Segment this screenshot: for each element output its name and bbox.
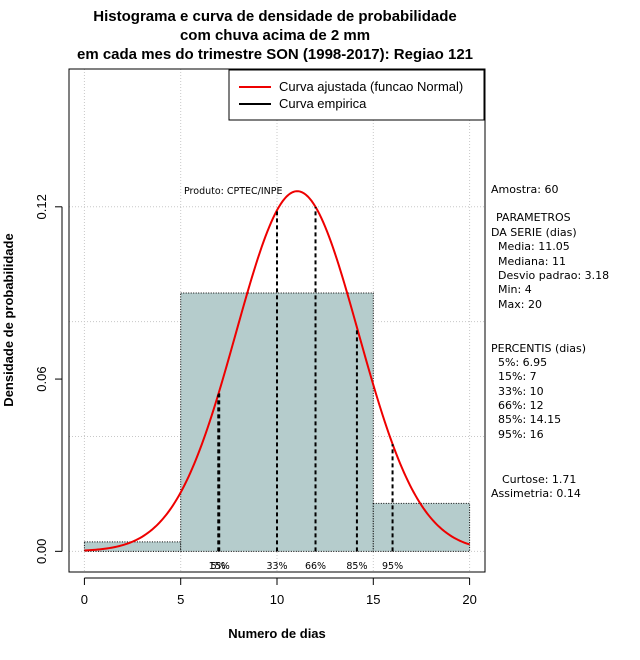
stat-desvio: Desvio padrao: 3.18 xyxy=(498,269,609,282)
chart-title-line-2: com chuva acima de 2 mm xyxy=(180,27,370,44)
stat-amostra: Amostra: 60 xyxy=(491,183,558,196)
x-axis-title: Numero de dias xyxy=(228,626,326,641)
y-axis-title: Densidade de probabilidade xyxy=(1,233,16,406)
stat-mediana: Mediana: 11 xyxy=(498,255,566,268)
legend: Curva ajustada (funcao Normal) Curva emp… xyxy=(228,69,485,121)
normal-curve xyxy=(84,190,470,552)
chart-title-line-1: Histograma e curva de densidade de proba… xyxy=(93,8,456,25)
y-tick-label-0: 0.00 xyxy=(34,539,49,564)
stat-p85: 85%: 14.15 xyxy=(498,413,561,426)
percentile-label-2: 33% xyxy=(266,561,287,572)
stat-p15: 15%: 7 xyxy=(498,370,537,383)
x-tick-label-4: 20 xyxy=(462,592,476,607)
stat-min: Min: 4 xyxy=(498,283,532,296)
stat-p5: 5%: 6.95 xyxy=(498,356,547,369)
stat-media: Media: 11.05 xyxy=(498,240,570,253)
percentile-lines: 5%15% 33% 66% 85% 95% xyxy=(209,206,403,572)
percentile-label-4: 85% xyxy=(346,561,367,572)
stat-p66: 66%: 12 xyxy=(498,399,544,412)
stat-assimetria: Assimetria: 0.14 xyxy=(491,487,581,500)
normal-curve-line xyxy=(84,190,470,552)
legend-label-empirical: Curva empirica xyxy=(279,96,367,111)
percentile-label-1: 15% xyxy=(209,561,230,572)
chart-title-line-3: em cada mes do trimestre SON (1998-2017)… xyxy=(77,46,473,63)
legend-label-normal: Curva ajustada (funcao Normal) xyxy=(279,79,463,94)
x-tick-label-1: 5 xyxy=(177,592,184,607)
stats-panel: Amostra: 60 PARAMETROS DA SERIE (dias) M… xyxy=(491,183,609,500)
stat-param-title-1: PARAMETROS xyxy=(496,211,571,224)
x-tick-label-2: 10 xyxy=(270,592,284,607)
stat-curtose: Curtose: 1.71 xyxy=(502,473,576,486)
axes: 0 5 10 15 20 0.00 0.06 0.12 xyxy=(34,194,477,607)
percentile-label-5: 95% xyxy=(382,561,403,572)
legend-box xyxy=(228,69,485,121)
percentile-label-3: 66% xyxy=(305,561,326,572)
stat-p33: 33%: 10 xyxy=(498,385,544,398)
y-tick-label-2: 0.12 xyxy=(34,194,49,219)
x-tick-label-3: 15 xyxy=(366,592,380,607)
percentile-label-0: 5% xyxy=(211,561,226,572)
y-tick-label-1: 0.06 xyxy=(34,366,49,391)
stat-max: Max: 20 xyxy=(498,298,542,311)
plot-border xyxy=(68,68,486,573)
histogram-bar-2 xyxy=(372,502,471,552)
stat-param-title-2: DA SERIE (dias) xyxy=(491,226,577,239)
stat-p95: 95%: 16 xyxy=(498,428,544,441)
x-tick-label-0: 0 xyxy=(81,592,88,607)
product-annotation: Produto: CPTEC/INPE xyxy=(184,186,283,197)
stat-percentis-title: PERCENTIS (dias) xyxy=(491,342,586,355)
